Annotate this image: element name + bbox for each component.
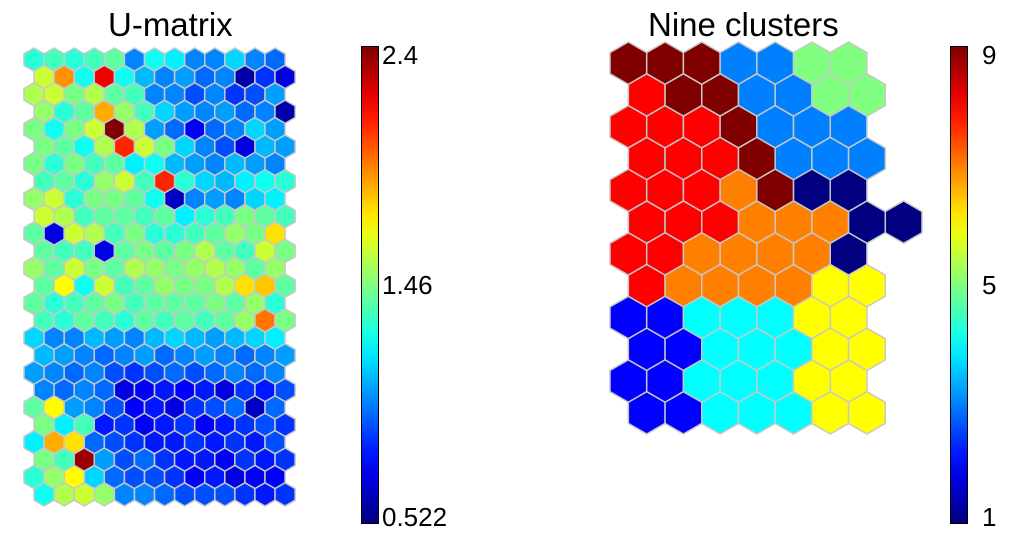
umatrix-colorbar-max-tick: 2.4 xyxy=(382,40,419,70)
umatrix-hex-cell xyxy=(73,481,96,507)
clusters-colorbar-min-tick: 1 xyxy=(982,502,997,532)
clusters-colorbar-mid-tick: 5 xyxy=(982,270,997,300)
umatrix-colorbar xyxy=(361,46,379,524)
clusters-colorbar-max-tick: 9 xyxy=(982,40,997,70)
umatrix-hex-cell xyxy=(33,481,55,507)
umatrix-hex-cell xyxy=(254,481,276,507)
umatrix-hex-cell xyxy=(113,481,136,507)
umatrix-hex-cell xyxy=(214,481,236,507)
umatrix-hex-cell xyxy=(153,481,176,507)
clusters-hex-cell xyxy=(847,390,887,435)
umatrix-title: U-matrix xyxy=(108,6,233,43)
umatrix-hex-cell xyxy=(193,481,216,507)
clusters-colorbar xyxy=(950,46,968,524)
clusters-hex-grid xyxy=(609,41,923,435)
umatrix-hex-cell xyxy=(274,481,296,507)
clusters-title: Nine clusters xyxy=(648,6,839,43)
umatrix-hex-cell xyxy=(93,481,116,507)
umatrix-hex-cell xyxy=(234,481,256,507)
umatrix-colorbar-min-tick: 0.522 xyxy=(382,502,448,532)
umatrix-colorbar-mid-tick: 1.46 xyxy=(382,270,433,300)
umatrix-hex-cell xyxy=(133,481,156,507)
umatrix-hex-grid xyxy=(23,47,296,507)
umatrix-hex-cell xyxy=(173,481,196,507)
umatrix-hex-cell xyxy=(53,481,75,507)
clusters-hex-cell xyxy=(884,200,923,245)
